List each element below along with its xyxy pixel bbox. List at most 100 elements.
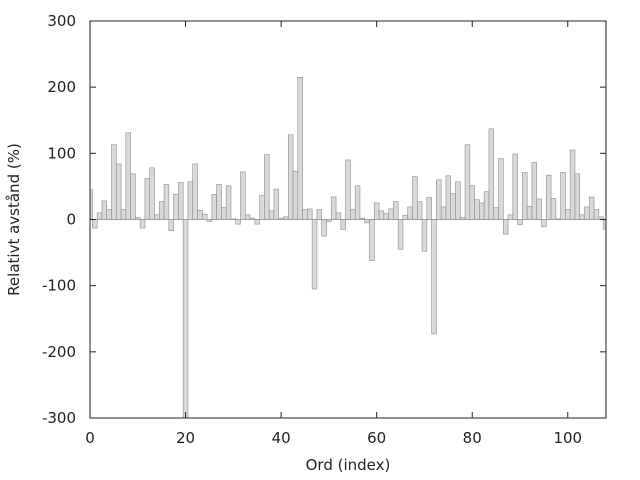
bar: [302, 209, 308, 220]
bar: [536, 198, 542, 220]
bar: [158, 201, 165, 220]
bar: [340, 219, 346, 230]
x-tick-label: 80: [463, 429, 482, 447]
bar: [445, 175, 452, 220]
bar: [330, 196, 337, 220]
bar: [311, 219, 318, 290]
y-tick-label: 300: [47, 12, 76, 30]
x-tick-label: 100: [553, 429, 582, 447]
bar: [254, 219, 260, 225]
y-tick-label: 200: [47, 78, 76, 96]
bar: [440, 206, 447, 220]
bar: [455, 181, 461, 220]
bar: [560, 172, 566, 220]
bar: [297, 76, 303, 220]
bar: [531, 162, 538, 220]
bar: [235, 219, 241, 225]
bar: [101, 200, 108, 220]
bar: [268, 210, 275, 220]
bar: [436, 179, 442, 220]
bar: [316, 209, 323, 220]
y-axis-ticks: -300 -200 -100 0 100 200 300: [42, 12, 606, 427]
bar: [350, 209, 356, 220]
bar: [96, 212, 103, 220]
bar: [541, 219, 547, 228]
bar: [426, 197, 432, 220]
bar: [588, 196, 595, 220]
bar: [111, 144, 117, 220]
bar: [125, 132, 131, 220]
bar: [378, 210, 385, 220]
y-tick-label: 100: [47, 144, 76, 162]
bar: [173, 194, 179, 220]
bar: [498, 158, 504, 220]
bar: [579, 214, 585, 220]
bar: [292, 170, 299, 220]
bar: [464, 144, 471, 220]
bar: [240, 171, 246, 220]
bar: [479, 202, 485, 220]
bar: [493, 207, 499, 220]
bar: [407, 206, 413, 220]
bar: [412, 176, 418, 220]
bar: [507, 214, 514, 220]
bar: [182, 219, 189, 419]
bar: [397, 219, 404, 250]
bar: [283, 216, 289, 220]
bar: [526, 205, 533, 220]
bar: [383, 213, 389, 220]
bar: [474, 199, 480, 220]
bar: [502, 219, 509, 235]
bar: [393, 201, 399, 220]
bar: [522, 172, 528, 220]
bar-series: [89, 76, 607, 419]
bar: [187, 181, 194, 220]
x-axis-ticks: 0 20 40 60 80 100: [85, 21, 582, 447]
bar: [388, 208, 394, 220]
bar: [178, 182, 184, 220]
bar: [345, 159, 351, 220]
bar: [139, 219, 146, 229]
bar: [545, 174, 552, 220]
bar: [354, 185, 361, 220]
bar: [106, 209, 112, 220]
bar: [120, 209, 127, 220]
bar: [197, 209, 203, 220]
bar: [488, 128, 495, 220]
bar: [115, 163, 122, 220]
bar: [259, 195, 265, 220]
bar: [565, 209, 571, 220]
bar: [321, 219, 327, 237]
bar: [431, 219, 437, 335]
bar: [149, 167, 155, 220]
bar: [421, 219, 428, 252]
bar: [335, 212, 342, 220]
bar: [402, 215, 409, 220]
bar: [211, 194, 217, 220]
x-tick-label: 0: [85, 429, 95, 447]
x-tick-label: 40: [272, 429, 291, 447]
bar: [550, 198, 557, 220]
bar: [130, 173, 136, 220]
y-tick-label: -300: [42, 409, 76, 427]
bar: [569, 149, 576, 220]
bar: [273, 188, 280, 220]
y-axis-label: Relativt avstånd (%): [5, 143, 23, 296]
bar: [244, 214, 251, 220]
bar: [364, 219, 370, 224]
bar: [201, 213, 208, 220]
bar: [373, 202, 380, 220]
bar: [221, 207, 227, 220]
bar: [369, 219, 375, 261]
bar: [144, 178, 151, 220]
bar: [216, 184, 222, 220]
bar: [517, 219, 523, 226]
bar: [192, 163, 198, 220]
bar: [307, 208, 313, 220]
bar: [593, 209, 600, 220]
bar: [574, 173, 581, 220]
bar: [584, 206, 590, 220]
x-tick-label: 60: [367, 429, 386, 447]
x-tick-label: 20: [176, 429, 195, 447]
